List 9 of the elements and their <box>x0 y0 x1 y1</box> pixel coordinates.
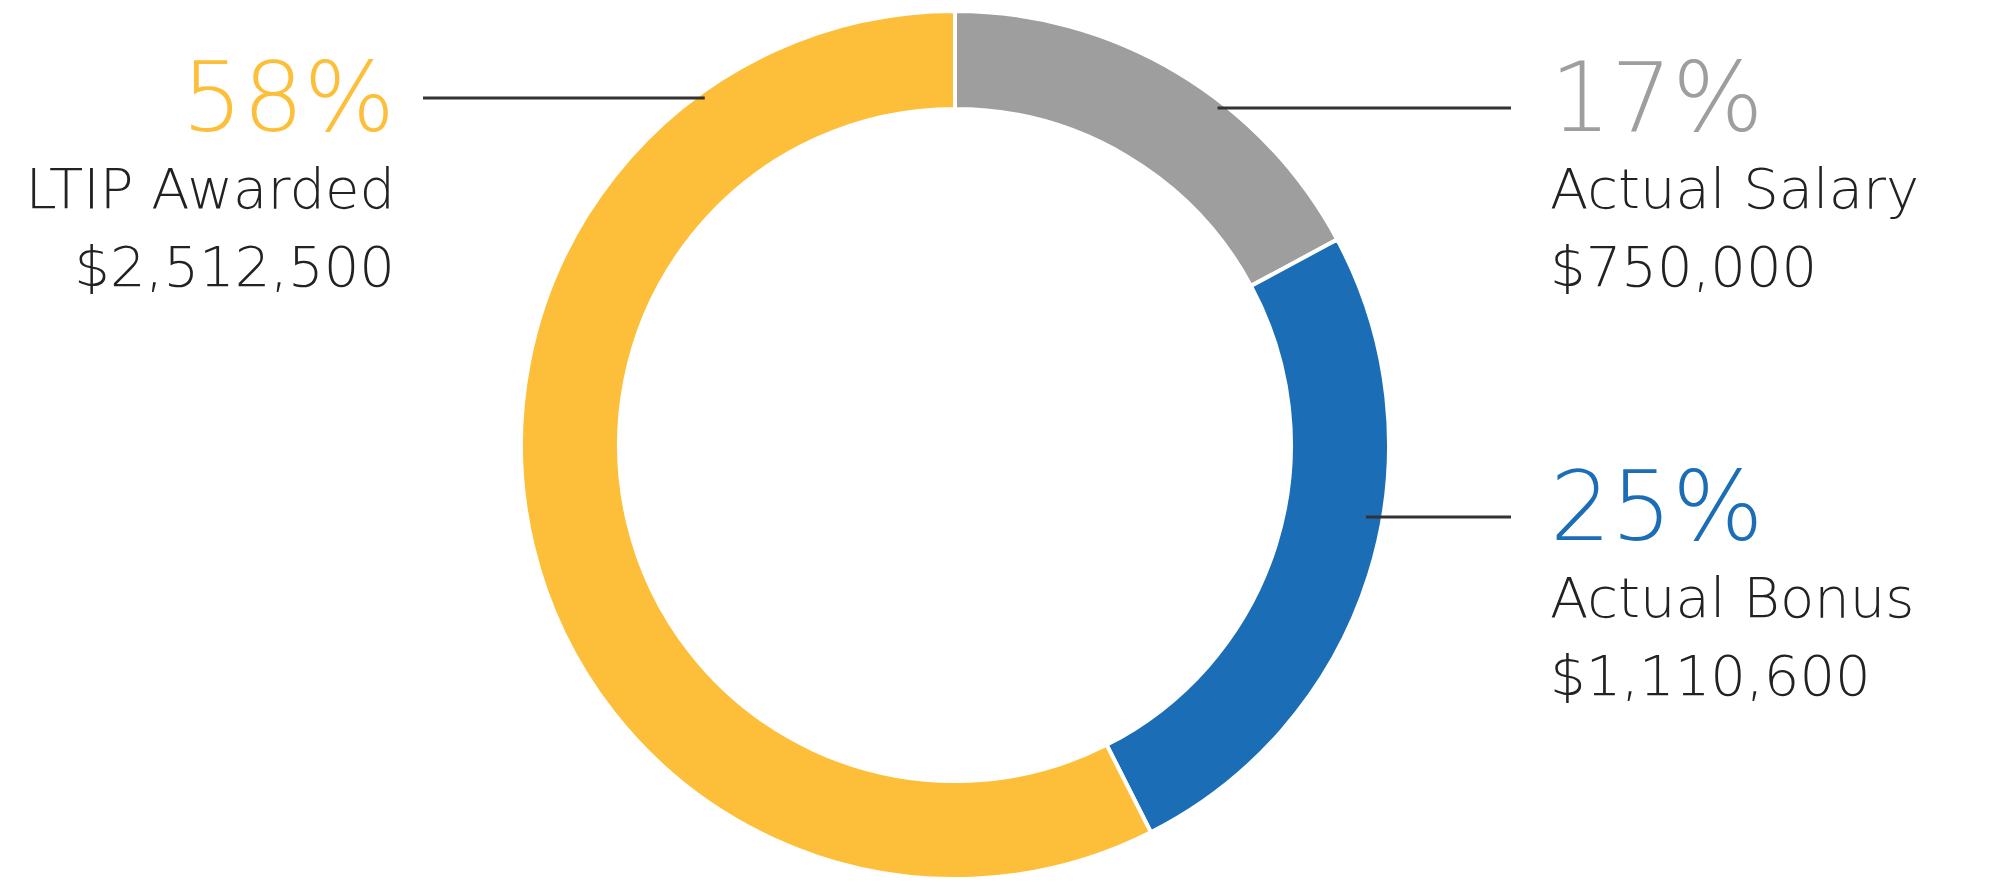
data-label: $2,512,500 <box>74 234 395 299</box>
text: 25% <box>1550 451 1764 563</box>
slice-label: LTIP Awarded <box>25 156 395 221</box>
data-label: $750,000 <box>1550 234 1818 299</box>
slice-label: Actual Salary <box>1550 156 1920 221</box>
slice-label: Actual Bonus <box>1550 565 1915 630</box>
text: 58% <box>181 42 395 154</box>
data-label: $1,110,600 <box>1550 643 1871 708</box>
text: 17% <box>1550 42 1764 154</box>
